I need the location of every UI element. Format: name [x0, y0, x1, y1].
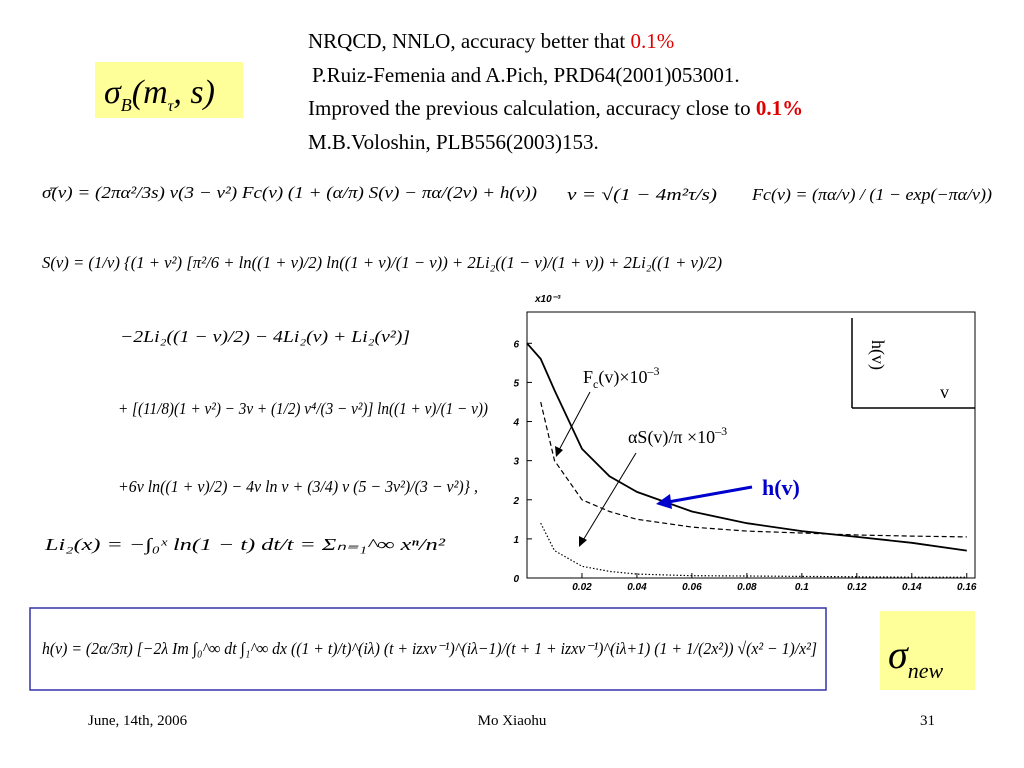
sigma-symbol: σ [888, 632, 909, 677]
y-tick-label: 6 [513, 339, 519, 350]
h-formula-box [29, 607, 827, 691]
footer-page: 31 [920, 713, 935, 729]
y-tick-label: 5 [513, 378, 519, 389]
y-tick-label: 1 [513, 535, 519, 546]
formula: S(v) = (1/v) {(1 + v²) [π²/6 + ln((1 + v… [42, 253, 722, 272]
sigma-label: σB(mτ, s) [104, 74, 215, 115]
plot-frame [526, 311, 976, 579]
formula: + [(11/8)(1 + v²) − 3v + (1/2) v⁴/(3 − v… [118, 399, 488, 418]
curve [540, 401, 967, 538]
sigma-box [95, 62, 243, 118]
x-tick-label: 0.08 [737, 582, 757, 593]
arrowhead [579, 536, 587, 547]
arrow [581, 452, 637, 543]
header-line: M.B.Voloshin, PLB556(2003)153. [308, 130, 599, 154]
highlight: 0.1% [756, 96, 803, 120]
formula: σ̄(v) = (2πα²/3s) v(3 − v²) Fc(v) (1 + (… [42, 183, 537, 202]
x-tick-label: 0.12 [847, 582, 867, 593]
x-tick-label: 0.1 [795, 582, 809, 593]
x-tick-label: 0.04 [627, 582, 647, 593]
highlight: 0.1% [630, 29, 674, 53]
formula: −2Li₂((1 − v)/2) − 4Li₂(v) + Li₂(v²)] [120, 327, 410, 346]
y-multiplier: x10⁻³ [534, 294, 561, 305]
formula: Fc(v) = (πα/v) / (1 − exp(−πα/v)) [751, 185, 992, 204]
x-tick-label: 0.16 [957, 582, 977, 593]
ann-sup: –3 [646, 364, 659, 378]
footer-date: June, 14th, 2006 [88, 713, 188, 729]
curve [540, 522, 967, 578]
ann-text: αS(v)/π ×10 [628, 427, 715, 448]
header-text: Improved the previous calculation, accur… [308, 96, 756, 120]
formula: h(v) = (2α/3π) [−2λ Im ∫₀^∞ dt ∫₁^∞ dx (… [42, 639, 817, 659]
sigma-sub: B [121, 95, 132, 115]
sigma-arg-sub: τ [168, 98, 175, 115]
sigma-new: σnew [888, 632, 943, 683]
inset-y-label: h(v) [867, 340, 888, 370]
inset-x-label: v [940, 382, 949, 402]
header-text: NRQCD, NNLO, accuracy better that [308, 29, 630, 53]
arrowhead [555, 446, 563, 457]
as-annotation: αS(v)/π ×10–3 [628, 424, 727, 448]
arrowhead [656, 494, 672, 509]
y-tick-label: 3 [513, 457, 519, 468]
ann-sup: –3 [714, 424, 727, 438]
arrow [667, 485, 753, 504]
formula: v = √(1 − 4m²τ/s) [567, 185, 717, 204]
header-line: P.Ruiz-Femenia and A.Pich, PRD64(2001)05… [312, 63, 740, 87]
h-annotation: h(v) [762, 475, 800, 500]
plot: 0 1 2 3 4 5 6 x10⁻³ 0.02 0.04 0.06 0.08 0.1 0.12 0.14 0… [512, 294, 976, 593]
header-line: NRQCD, NNLO, accuracy better that 0.1% [308, 29, 674, 53]
formulas: σ̄(v) = (2πα²/3s) v(3 − v²) Fc(v) (1 + (… [42, 183, 992, 659]
sigma-new-box [880, 611, 975, 690]
x-tick-label: 0.06 [682, 582, 702, 593]
footer-author: Mo Xiaohu [478, 713, 547, 729]
formula: +6v ln((1 + v)/2) − 4v ln v + (3/4) v (5… [118, 477, 478, 496]
sigma-symbol: σ [104, 74, 122, 111]
y-tick-label: 2 [512, 496, 519, 507]
x-tick-label: 0.02 [572, 582, 592, 593]
sigma-open: (m [132, 74, 168, 111]
y-tick-label: 0 [513, 574, 519, 585]
ann-text: (v)×10 [598, 367, 647, 388]
sigma-close: , s) [173, 74, 215, 111]
ann-sub: c [593, 377, 598, 391]
formula: Li₂(x) = −∫₀ˣ ln(1 − t) dt/t = Σₙ₌₁^∞ xⁿ… [44, 535, 447, 555]
y-tick-label: 4 [512, 418, 519, 429]
arrow [557, 391, 591, 453]
sigma-sub: new [908, 658, 944, 683]
header-line: Improved the previous calculation, accur… [308, 96, 803, 120]
x-tick-label: 0.14 [902, 582, 922, 593]
ann-text: F [583, 367, 593, 387]
fc-annotation: Fc(v)×10–3 [583, 364, 659, 391]
